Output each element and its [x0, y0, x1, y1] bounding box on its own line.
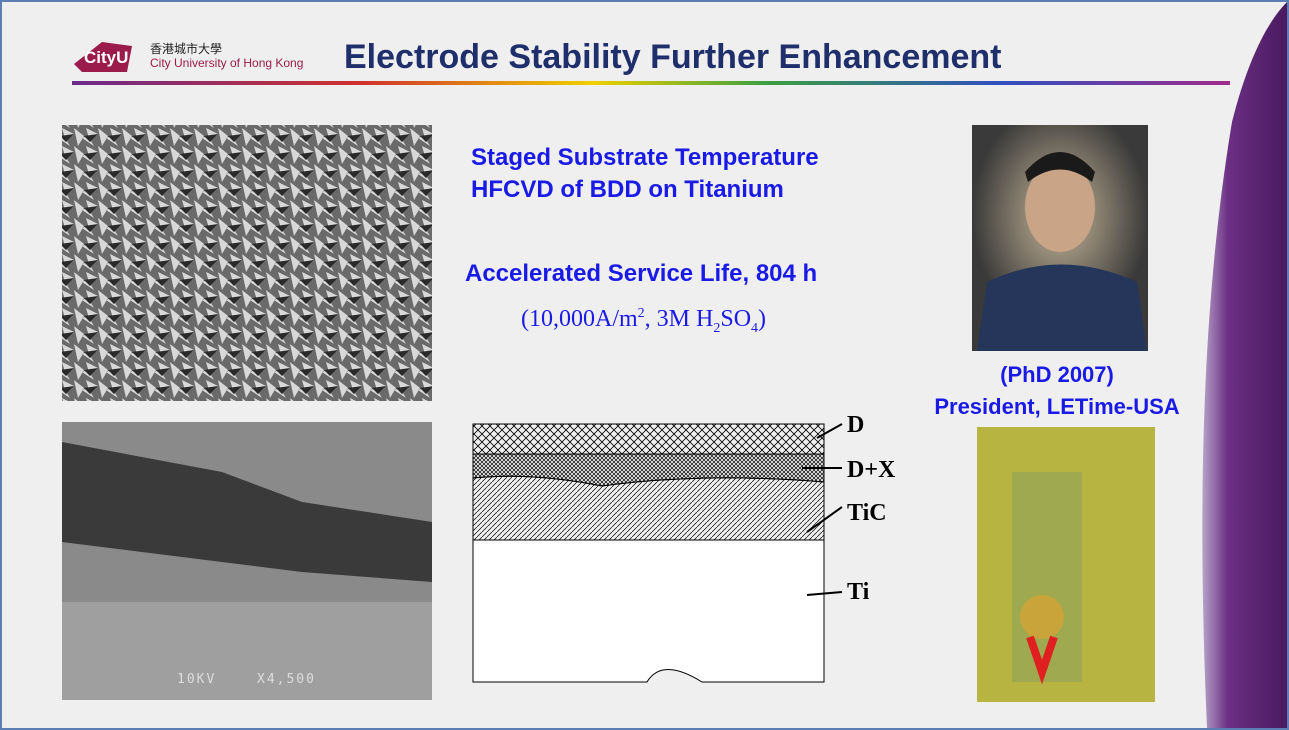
text: 2 [713, 320, 721, 336]
degree: (PhD 2007) [1000, 362, 1114, 387]
sem-voltage: 10KV [177, 672, 217, 687]
service-life: Accelerated Service Life, 804 h [465, 260, 818, 287]
layer-label: D [847, 412, 865, 438]
logo-english: City University of Hong Kong [150, 56, 304, 70]
text: SO [720, 306, 752, 332]
layer-label: D+X [847, 457, 896, 483]
text: , 3M H [644, 306, 714, 332]
text: 2 [637, 306, 645, 321]
text: (10,000A/m [521, 306, 638, 332]
slide-title: Electrode Stability Further Enhancement [344, 38, 1002, 76]
role: President, LETime-USA [934, 394, 1180, 419]
layer-label: TiC [847, 500, 887, 526]
headline: HFCVD of BDD on Titanium [471, 176, 784, 203]
conditions: (10,000A/m2, 3M H2SO4) [521, 306, 766, 337]
text: 4 [751, 320, 759, 336]
layer-label: Ti [847, 579, 870, 605]
text: ) [758, 306, 767, 332]
logo-mark: CityU [84, 48, 129, 67]
headline: Staged Substrate Temperature [471, 144, 819, 171]
logo-chinese: 香港城市大學 [150, 42, 223, 56]
sem-magnification: X4,500 [257, 672, 316, 687]
